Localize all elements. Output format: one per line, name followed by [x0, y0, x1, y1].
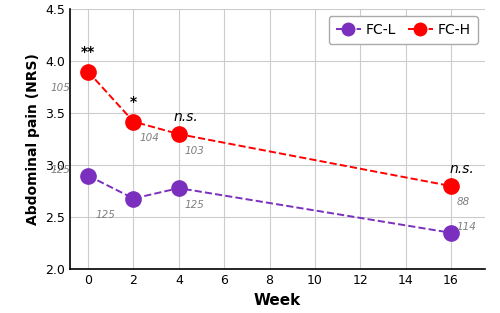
Text: 105: 105 [50, 83, 70, 93]
Y-axis label: Abdominal pain (NRS): Abdominal pain (NRS) [26, 53, 40, 225]
X-axis label: Week: Week [254, 293, 301, 308]
Text: 125: 125 [50, 165, 70, 175]
Text: **: ** [81, 45, 96, 59]
Text: 125: 125 [184, 200, 204, 210]
Text: *: * [130, 95, 137, 109]
Text: 114: 114 [456, 222, 476, 232]
Text: n.s.: n.s. [450, 162, 474, 176]
Text: 103: 103 [184, 146, 204, 156]
Text: n.s.: n.s. [174, 110, 198, 124]
Legend: FC-L, FC-H: FC-L, FC-H [328, 16, 478, 44]
Text: 88: 88 [456, 198, 470, 208]
Text: 125: 125 [96, 210, 116, 220]
Text: 104: 104 [139, 133, 159, 143]
